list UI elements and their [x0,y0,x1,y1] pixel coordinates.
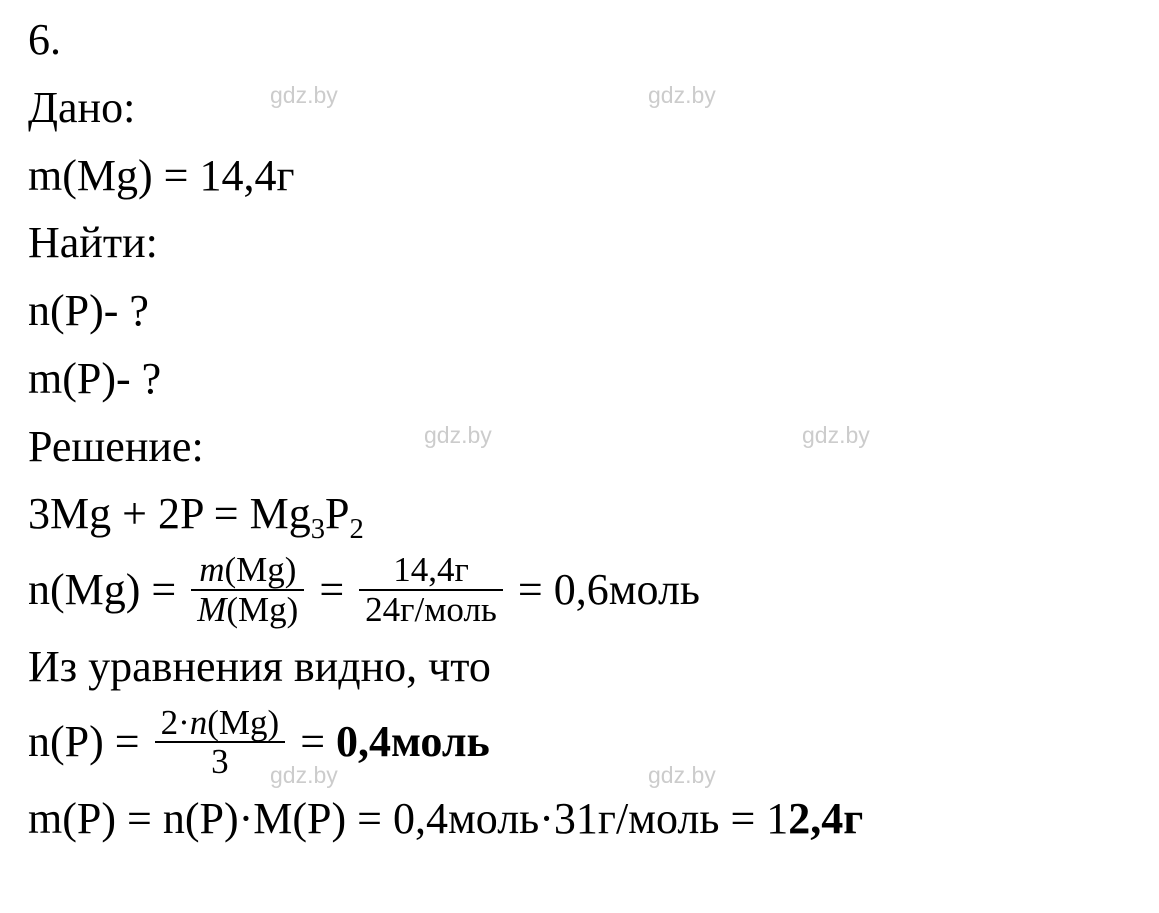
equation-sub2: 2 [350,514,364,545]
given-1-unit: г [276,151,294,200]
find-label: Найти: [28,209,1128,277]
n-p-frac-num-arg: (Mg) [207,703,279,742]
problem-content: 6. Дано: m(Mg) = 14,4г Найти: n(P)- ? m(… [28,6,1128,853]
n-p-frac: 2·n(Mg) 3 [155,704,286,782]
n-mg-frac2: 14,4г 24г/моль [359,551,503,629]
m-p-bold: 2,4г [788,794,863,843]
n-mg-eq2: = 0,6моль [507,565,700,614]
n-mg-frac2-num: 14,4г [359,551,503,591]
n-p-line: n(P) = 2·n(Mg) 3 = 0,4моль [28,700,1128,785]
equation-pre: 3Mg + 2P = Mg [28,489,311,538]
n-p-frac-num-pre: 2· [161,703,190,742]
equation-sub1: 3 [311,514,325,545]
n-mg-frac1-den: M(Mg) [191,591,304,629]
n-p-frac-num-var: n [190,703,208,742]
n-p-frac-den: 3 [155,743,286,781]
given-1-pre: m(Mg) = 14,4 [28,151,276,200]
n-mg-frac1-den-arg: (Mg) [226,590,298,629]
note-line: Из уравнения видно, что [28,633,1128,701]
n-mg-frac1-num-arg: (Mg) [224,550,296,589]
n-p-lhs: n(P) = [28,717,151,766]
solution-label: Решение: [28,413,1128,481]
n-mg-line: n(Mg) = m(Mg) M(Mg) = 14,4г 24г/моль = 0… [28,548,1128,633]
equation-line: 3Mg + 2P = Mg3P2 [28,480,1128,548]
m-p-text: m(P) = n(P)·M(P) = 0,4моль·31г/моль = 1 [28,794,788,843]
n-mg-frac1-num-pre: m [199,550,224,589]
n-mg-frac2-den: 24г/моль [359,591,503,629]
find-line-1: n(P)- ? [28,277,1128,345]
equation-mid: P [325,489,349,538]
n-mg-lhs: n(Mg) = [28,565,187,614]
n-mg-frac1-den-pre: M [197,590,226,629]
problem-number: 6. [28,6,1128,74]
find-line-2: m(P)- ? [28,345,1128,413]
n-mg-eq1: = [308,565,355,614]
n-p-eq: = [289,717,336,766]
n-p-frac-num: 2·n(Mg) [155,704,286,744]
n-mg-frac1: m(Mg) M(Mg) [191,551,304,629]
given-line-1: m(Mg) = 14,4г [28,142,1128,210]
n-mg-frac1-num: m(Mg) [191,551,304,591]
n-p-result: 0,4моль [336,717,490,766]
m-p-line: m(P) = n(P)·M(P) = 0,4моль·31г/моль = 12… [28,785,1128,853]
given-label: Дано: [28,74,1128,142]
